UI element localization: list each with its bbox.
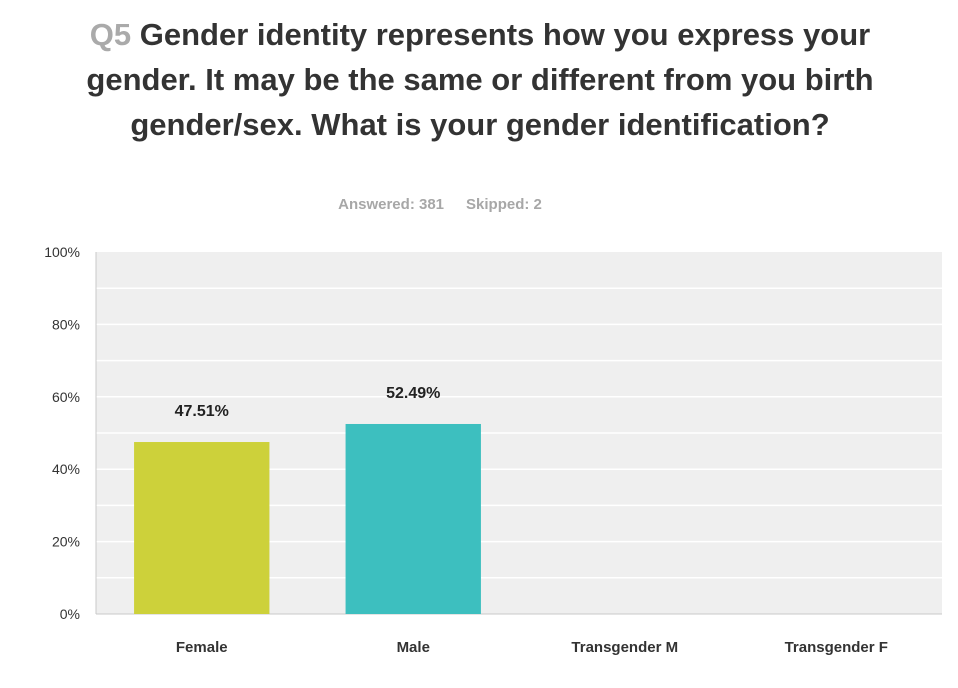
y-tick-label: 0%	[60, 606, 80, 622]
response-stats: Answered: 381 Skipped: 2	[0, 196, 880, 213]
chart-title: Q5 Gender identity represents how you ex…	[40, 12, 920, 147]
data-label: 47.51%	[175, 403, 229, 420]
x-tick-label: Female	[176, 639, 228, 656]
bar-female	[134, 442, 270, 614]
answered-count: Answered: 381	[338, 196, 445, 213]
y-tick-label: 100%	[44, 244, 80, 260]
question-text: Gender identity represents how you expre…	[86, 17, 874, 142]
y-tick-label: 20%	[52, 534, 80, 550]
x-tick-label: Male	[397, 639, 430, 656]
y-tick-label: 60%	[52, 389, 80, 405]
x-tick-label: Transgender F	[785, 639, 888, 656]
bar-male	[345, 423, 481, 614]
x-tick-label: Transgender M	[571, 639, 678, 656]
y-tick-label: 40%	[52, 461, 80, 477]
y-tick-label: 80%	[52, 316, 80, 332]
skipped-count: Skipped: 2	[466, 196, 542, 213]
question-number: Q5	[89, 17, 132, 52]
data-label: 52.49%	[386, 385, 440, 402]
